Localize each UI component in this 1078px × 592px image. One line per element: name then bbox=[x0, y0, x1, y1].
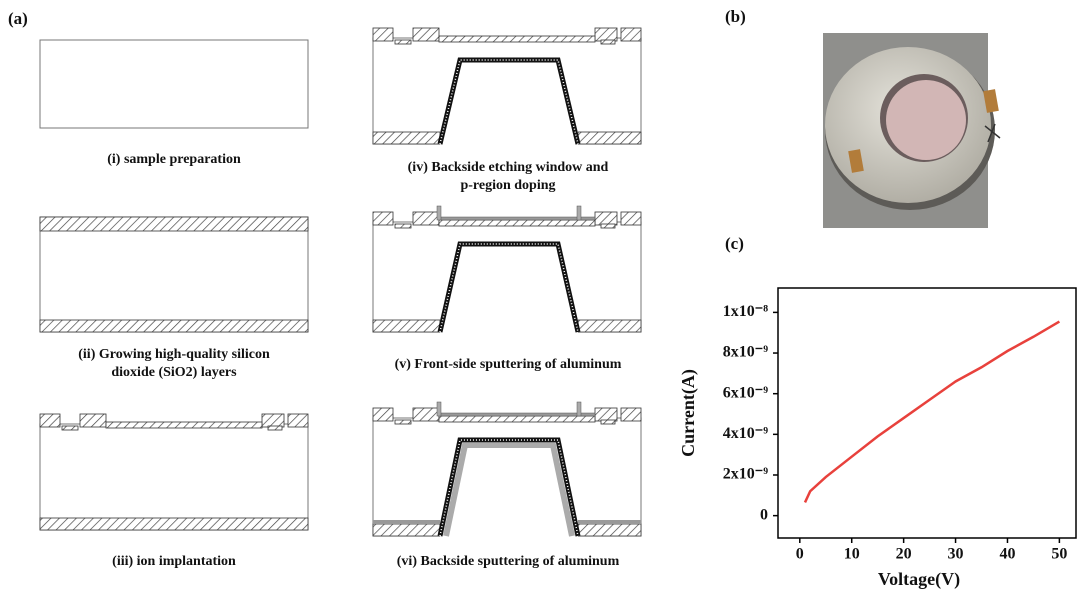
oxide-layer bbox=[373, 408, 393, 421]
x-tick-label: 50 bbox=[1051, 546, 1067, 563]
wafer bbox=[373, 418, 641, 536]
step-caption: (ii) Growing high-quality silicon bbox=[78, 347, 270, 362]
panel-label: (c) bbox=[725, 234, 744, 253]
aluminum bbox=[577, 206, 581, 220]
x-tick-label: 20 bbox=[896, 546, 912, 563]
x-tick-label: 30 bbox=[948, 546, 964, 563]
oxide-layer bbox=[595, 212, 617, 225]
etch-window bbox=[440, 131, 578, 145]
oxide-layer bbox=[40, 518, 308, 530]
panel-label: (a) bbox=[8, 9, 28, 28]
process-diagram bbox=[373, 206, 641, 333]
y-tick-label: 1x10⁻⁸ bbox=[723, 303, 768, 320]
oxide-layer bbox=[578, 524, 641, 536]
oxide-layer bbox=[288, 414, 308, 427]
process-diagram bbox=[40, 40, 308, 128]
oxide-layer bbox=[62, 426, 78, 430]
data-line bbox=[805, 322, 1059, 503]
oxide-layer bbox=[373, 212, 393, 225]
oxide-layer bbox=[601, 40, 615, 44]
oxide-layer bbox=[601, 224, 615, 228]
oxide-layer bbox=[80, 414, 106, 427]
oxide-layer bbox=[395, 40, 411, 44]
oxide-layer bbox=[373, 28, 393, 41]
oxide-layer bbox=[439, 416, 595, 422]
aluminum bbox=[437, 206, 441, 220]
wafer bbox=[373, 38, 641, 144]
oxide-layer bbox=[439, 36, 595, 42]
panel-label: (b) bbox=[725, 7, 746, 26]
oxide-layer bbox=[595, 28, 617, 41]
step-caption: (i) sample preparation bbox=[107, 152, 241, 167]
y-tick-label: 4x10⁻⁹ bbox=[723, 425, 768, 442]
aluminum bbox=[577, 402, 581, 416]
aluminum bbox=[437, 402, 441, 416]
x-tick-label: 40 bbox=[999, 546, 1015, 563]
oxide-layer bbox=[373, 524, 440, 536]
oxide-layer bbox=[395, 420, 411, 424]
oxide-layer bbox=[595, 408, 617, 421]
oxide-layer bbox=[621, 212, 641, 225]
y-axis-label: Current(A) bbox=[678, 369, 699, 457]
device-photo bbox=[823, 33, 1000, 228]
step-caption: (iii) ion implantation bbox=[112, 554, 236, 569]
process-diagram bbox=[40, 414, 308, 530]
etch-window bbox=[440, 523, 578, 537]
y-tick-label: 8x10⁻⁹ bbox=[723, 344, 768, 361]
wafer bbox=[40, 40, 308, 128]
oxide-layer bbox=[106, 422, 262, 428]
oxide-layer bbox=[40, 217, 308, 231]
step-caption: (vi) Backside sputtering of aluminum bbox=[397, 554, 620, 569]
oxide-layer bbox=[578, 320, 641, 332]
oxide-layer bbox=[621, 28, 641, 41]
oxide-layer bbox=[413, 212, 439, 225]
wafer bbox=[40, 217, 308, 332]
aluminum bbox=[578, 520, 641, 524]
wafer bbox=[373, 222, 641, 332]
oxide-layer bbox=[373, 320, 440, 332]
oxide-layer bbox=[268, 426, 282, 430]
oxide-layer bbox=[601, 420, 615, 424]
oxide-layer bbox=[413, 28, 439, 41]
oxide-layer bbox=[262, 414, 284, 427]
oxide-layer bbox=[621, 408, 641, 421]
figure: (a) (b) (c) (i) sample preparation (ii) G… bbox=[0, 0, 1078, 592]
oxide-layer bbox=[373, 132, 440, 144]
oxide-layer bbox=[439, 220, 595, 226]
oxide-layer bbox=[40, 414, 60, 427]
x-tick-label: 10 bbox=[844, 546, 860, 563]
oxide-layer bbox=[40, 320, 308, 332]
oxide-layer bbox=[578, 132, 641, 144]
wafer bbox=[40, 424, 308, 530]
plot-frame bbox=[778, 288, 1076, 538]
y-tick-label: 0 bbox=[760, 506, 768, 523]
x-axis-label: Voltage(V) bbox=[878, 569, 960, 590]
y-tick-label: 6x10⁻⁹ bbox=[723, 384, 768, 401]
step-caption: (v) Front-side sputtering of aluminum bbox=[395, 357, 622, 372]
aluminum bbox=[373, 520, 440, 524]
y-tick-label: 2x10⁻⁹ bbox=[723, 466, 768, 483]
process-diagram bbox=[40, 217, 308, 332]
aluminum bbox=[439, 217, 595, 220]
process-diagram bbox=[373, 402, 641, 537]
step-caption: (iv) Backside etching window and bbox=[408, 160, 609, 175]
step-caption: dioxide (SiO2) layers bbox=[111, 365, 237, 380]
step-caption: p-region doping bbox=[460, 178, 555, 193]
x-tick-label: 0 bbox=[796, 546, 804, 563]
etch-window bbox=[440, 319, 578, 333]
process-diagram bbox=[373, 28, 641, 145]
aluminum bbox=[439, 413, 595, 416]
oxide-layer bbox=[395, 224, 411, 228]
oxide-layer bbox=[413, 408, 439, 421]
